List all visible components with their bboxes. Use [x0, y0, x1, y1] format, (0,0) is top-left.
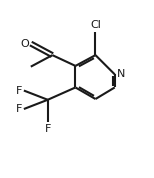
Text: F: F	[16, 86, 22, 96]
Text: N: N	[117, 69, 125, 79]
Text: F: F	[45, 124, 51, 134]
Text: Cl: Cl	[90, 20, 101, 30]
Text: O: O	[20, 39, 29, 49]
Text: F: F	[16, 104, 22, 114]
